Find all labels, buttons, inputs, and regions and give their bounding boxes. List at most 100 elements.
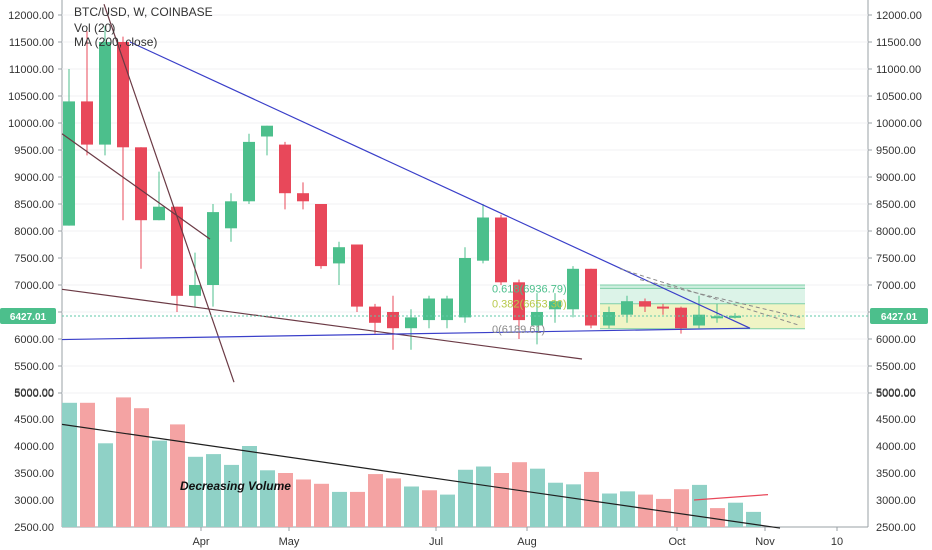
volume-bar xyxy=(332,491,347,527)
candle-body xyxy=(279,144,291,194)
volume-bar xyxy=(152,440,167,527)
trendline-lower[interactable] xyxy=(61,288,583,360)
candle-body xyxy=(369,306,381,323)
volume-bar xyxy=(638,494,653,527)
candle-body xyxy=(333,247,345,264)
volume-bar xyxy=(602,493,617,527)
fib-label: 0(6189.61) xyxy=(492,324,545,336)
volume-bar xyxy=(134,408,149,527)
volume-trendline[interactable] xyxy=(61,423,781,529)
current-price-label-right: 6427.01 xyxy=(881,312,918,323)
volume-bar xyxy=(458,469,473,527)
volume-bar xyxy=(368,474,383,527)
price-tick-label-left: 12000.00 xyxy=(8,10,54,22)
candle-body xyxy=(495,217,507,283)
volume-bar xyxy=(404,486,419,527)
volume-bar xyxy=(98,443,113,527)
support-line[interactable] xyxy=(61,327,751,341)
current-price-tag-right xyxy=(870,307,928,324)
price-tick-label-right: 8000.00 xyxy=(876,226,916,238)
volume-bar xyxy=(710,508,725,527)
volume-bar xyxy=(260,470,275,527)
price-tick-label-left: 7500.00 xyxy=(14,253,54,265)
volume-bar xyxy=(62,402,77,527)
candle-body xyxy=(351,244,363,307)
price-tick-label-right: 9500.00 xyxy=(876,145,916,157)
price-tick-label-left: 10000.00 xyxy=(8,118,54,130)
price-tick-label-left: 7000.00 xyxy=(14,280,54,292)
volume-bar xyxy=(674,489,689,527)
price-tick-label-left: 5000.00 xyxy=(14,388,54,400)
volume-tick-label-right: 4000.00 xyxy=(876,441,916,453)
volume-tick-label-right: 4500.00 xyxy=(876,414,916,426)
volume-tick-label-right: 3500.00 xyxy=(876,468,916,480)
volume-bar xyxy=(80,402,95,527)
price-tick-label-right: 9000.00 xyxy=(876,172,916,184)
volume-bar xyxy=(386,478,401,527)
candle-body xyxy=(171,206,183,296)
candle-body xyxy=(135,147,147,221)
price-tick-label-left: 11500.00 xyxy=(9,37,54,49)
candle-body xyxy=(243,141,255,202)
volume-tick-label-left: 2500.00 xyxy=(14,522,54,534)
candle-body xyxy=(261,125,273,137)
candle-body xyxy=(405,317,417,329)
x-tick-label: Apr xyxy=(192,536,209,548)
candle-body xyxy=(153,206,165,221)
x-tick-label: 10 xyxy=(831,536,843,548)
trendline-steep-1[interactable] xyxy=(103,4,235,383)
price-tick-label-right: 6000.00 xyxy=(876,334,916,346)
candle-body xyxy=(531,312,543,326)
candle-body xyxy=(585,268,597,326)
volume-bar xyxy=(224,464,239,527)
price-tick-label-left: 9000.00 xyxy=(14,172,54,184)
volume-red-line[interactable] xyxy=(693,494,769,501)
price-tick-label-left: 10500.00 xyxy=(8,91,54,103)
candle-body xyxy=(567,268,579,310)
x-tick-label: Jul xyxy=(429,536,443,548)
volume-bar xyxy=(242,446,257,527)
x-tick-label: May xyxy=(279,536,300,548)
volume-bar xyxy=(350,491,365,527)
volume-bar xyxy=(206,454,221,527)
volume-tick-label-left: 5000.00 xyxy=(14,387,54,399)
volume-bar xyxy=(116,397,131,527)
volume-bar xyxy=(314,483,329,527)
price-tick-label-left: 8000.00 xyxy=(14,226,54,238)
price-tick-label-right: 5000.00 xyxy=(876,388,916,400)
volume-bar xyxy=(548,482,563,527)
candle-body xyxy=(675,307,687,329)
candle-body xyxy=(81,101,93,145)
candle-body xyxy=(603,312,615,326)
price-tick-label-left: 5500.00 xyxy=(14,361,54,373)
candle-body xyxy=(657,306,669,309)
price-tick-label-right: 11000.00 xyxy=(876,64,921,76)
fib-zone-green xyxy=(600,288,805,304)
legend-ma: MA (200, close) xyxy=(74,35,157,49)
price-tick-label-right: 8500.00 xyxy=(876,199,916,211)
volume-bar xyxy=(530,468,545,527)
volume-bar xyxy=(656,498,671,527)
x-tick-label: Oct xyxy=(668,536,685,548)
volume-bar xyxy=(728,502,743,527)
price-tick-label-left: 9500.00 xyxy=(14,145,54,157)
volume-bar xyxy=(422,490,437,527)
candle-body xyxy=(315,204,327,267)
candle-body xyxy=(513,282,525,321)
resistance-line[interactable] xyxy=(129,41,751,329)
price-tick-label-right: 7500.00 xyxy=(876,253,916,265)
volume-bar xyxy=(566,484,581,527)
volume-bar xyxy=(296,479,311,527)
fib-zone-top xyxy=(600,285,805,289)
trendline-steep-2[interactable] xyxy=(61,133,211,240)
volume-bar xyxy=(188,456,203,527)
x-tick-label: Aug xyxy=(517,536,537,548)
volume-tick-label-left: 4000.00 xyxy=(14,441,54,453)
x-tick-label: Nov xyxy=(755,536,775,548)
candle-body xyxy=(549,301,561,310)
candle-body xyxy=(441,298,453,321)
volume-annotation: Decreasing Volume xyxy=(180,479,291,493)
volume-bar xyxy=(620,491,635,527)
